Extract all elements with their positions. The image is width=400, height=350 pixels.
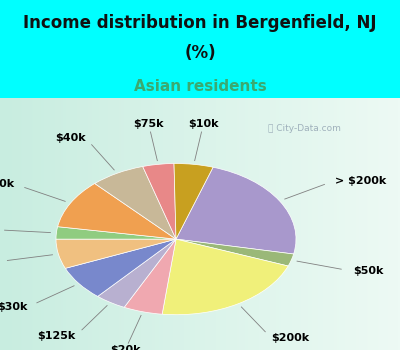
Text: $75k: $75k: [134, 119, 164, 130]
Wedge shape: [65, 239, 176, 296]
Wedge shape: [98, 239, 176, 307]
Text: $200k: $200k: [272, 333, 310, 343]
Wedge shape: [95, 167, 176, 239]
Wedge shape: [162, 239, 288, 315]
Text: (%): (%): [184, 43, 216, 62]
Text: $30k: $30k: [0, 302, 27, 312]
Text: $50k: $50k: [353, 266, 383, 276]
Wedge shape: [56, 239, 176, 268]
Wedge shape: [56, 227, 176, 239]
Wedge shape: [176, 167, 296, 254]
Text: Asian residents: Asian residents: [134, 79, 266, 93]
Text: $150k: $150k: [0, 179, 14, 189]
Text: $10k: $10k: [188, 119, 218, 130]
Wedge shape: [124, 239, 176, 314]
Text: Income distribution in Bergenfield, NJ: Income distribution in Bergenfield, NJ: [23, 14, 377, 32]
Text: > $200k: > $200k: [335, 176, 386, 186]
Text: $125k: $125k: [37, 331, 75, 341]
Wedge shape: [174, 163, 213, 239]
Text: $20k: $20k: [110, 345, 140, 350]
Wedge shape: [176, 239, 294, 266]
Text: ⓘ City-Data.com: ⓘ City-Data.com: [268, 124, 340, 133]
Wedge shape: [58, 183, 176, 239]
Text: $40k: $40k: [55, 133, 86, 143]
Wedge shape: [143, 163, 176, 239]
